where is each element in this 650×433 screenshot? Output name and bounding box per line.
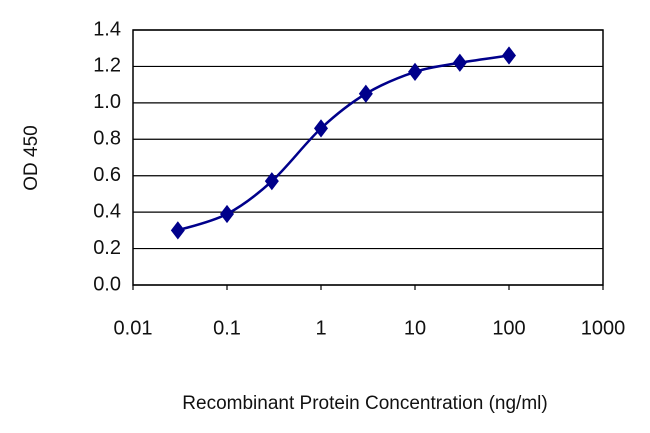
x-tick-label: 0.1 bbox=[213, 317, 241, 339]
data-point bbox=[452, 53, 467, 72]
y-tick-label: 0.4 bbox=[93, 200, 121, 222]
y-tick-label: 0.8 bbox=[93, 128, 121, 150]
data-point bbox=[264, 172, 279, 191]
x-tick-label: 100 bbox=[492, 317, 525, 339]
y-axis-title: OD 450 bbox=[21, 125, 42, 190]
x-tick-label: 0.01 bbox=[114, 317, 153, 339]
y-tick-label: 1.4 bbox=[93, 18, 121, 40]
y-tick-label: 1.2 bbox=[93, 55, 121, 77]
y-tick-label: 1.0 bbox=[93, 91, 121, 113]
x-axis-title: Recombinant Protein Concentration (ng/ml… bbox=[182, 393, 547, 414]
y-tick-label: 0.2 bbox=[93, 237, 121, 259]
data-point bbox=[408, 62, 422, 81]
data-point bbox=[502, 46, 516, 65]
y-tick-label: 0.0 bbox=[93, 273, 121, 295]
data-point bbox=[220, 204, 234, 224]
data-point bbox=[170, 221, 185, 240]
x-tick-label: 10 bbox=[404, 317, 426, 339]
data-point bbox=[314, 119, 328, 138]
x-tick-label: 1000 bbox=[581, 317, 626, 339]
plot-area bbox=[132, 29, 604, 286]
data-point bbox=[358, 84, 373, 103]
y-tick-label: 0.6 bbox=[93, 164, 121, 186]
x-tick-label: 1 bbox=[315, 317, 326, 339]
